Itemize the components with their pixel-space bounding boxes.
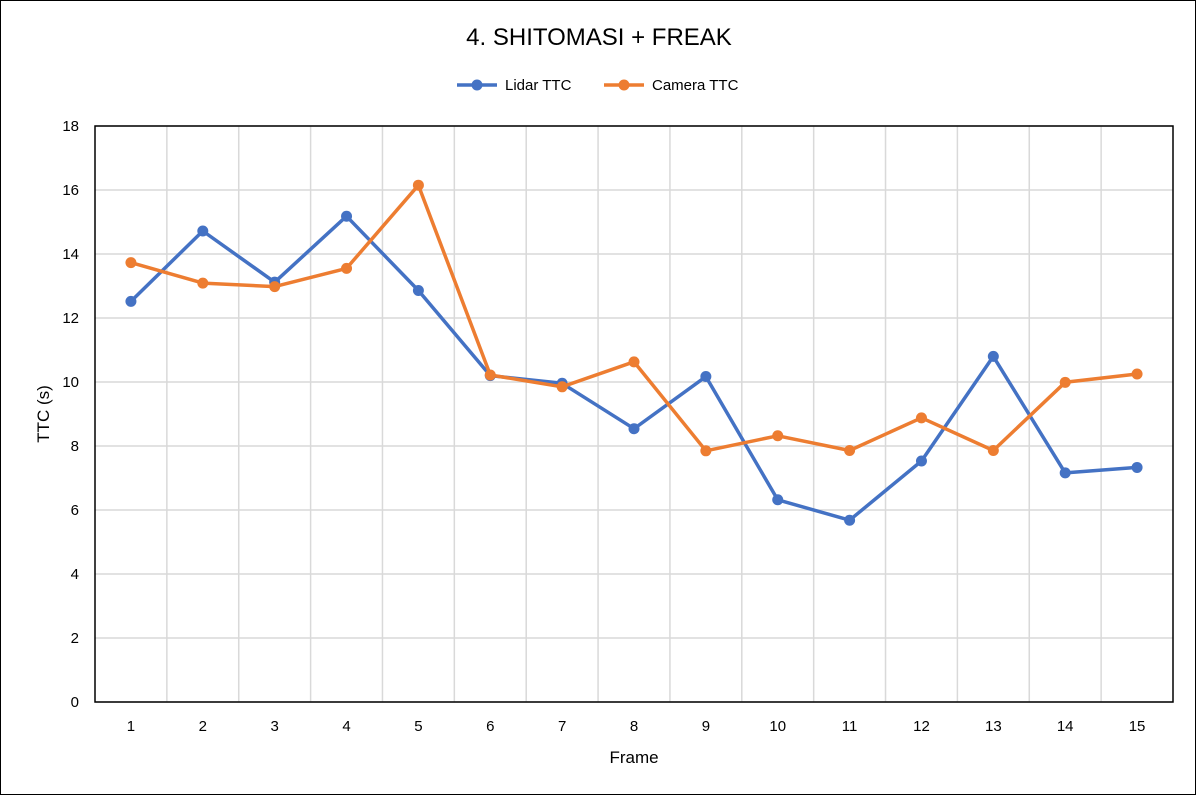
x-tick-label: 14 [1057,718,1074,735]
x-axis-label: Frame [609,748,658,767]
x-tick-label: 11 [842,718,858,735]
x-tick-label: 6 [486,718,494,735]
x-tick-label: 8 [630,718,638,735]
data-point [412,179,424,191]
x-axis-ticks: 1 2 3 4 5 6 7 8 9 10 11 12 13 14 15 [127,718,1146,735]
data-point [772,494,784,506]
data-point [556,381,568,393]
y-tick-label: 0 [71,694,79,711]
data-point [628,356,640,368]
data-point [844,514,856,526]
data-point [915,455,927,467]
data-point [341,262,353,274]
data-point [772,430,784,442]
data-point [700,445,712,457]
data-point [341,210,353,222]
data-point [1059,376,1071,388]
y-tick-label: 4 [71,566,79,583]
legend: Lidar TTC Camera TTC [457,77,739,94]
y-tick-label: 16 [62,182,79,199]
x-tick-label: 2 [199,718,207,735]
data-point [628,423,640,435]
grid [95,125,1173,703]
series-line [129,214,1138,522]
legend-swatch-marker [618,79,630,91]
data-point [1131,368,1143,380]
x-tick-label: 9 [702,718,710,735]
y-tick-label: 12 [62,310,79,327]
x-tick-label: 10 [769,718,786,735]
data-point [125,295,137,307]
legend-label: Lidar TTC [505,77,572,94]
series-1 [125,210,1143,526]
x-tick-label: 4 [342,718,350,735]
data-point [197,225,209,237]
data-point [700,371,712,383]
legend-item: Lidar TTC [457,77,572,94]
x-tick-label: 15 [1129,718,1146,735]
legend-swatch-marker [471,79,483,91]
data-point [915,412,927,424]
legend-item: Camera TTC [604,77,739,94]
x-tick-label: 5 [414,718,422,735]
data-point [844,444,856,456]
y-tick-label: 10 [62,374,79,391]
y-tick-label: 6 [71,502,79,519]
data-point [269,281,281,293]
x-tick-label: 12 [913,718,930,735]
x-tick-label: 7 [558,718,566,735]
data-point [1131,461,1143,473]
data-point [125,257,137,269]
data-point [197,277,209,289]
legend-label: Camera TTC [652,77,739,94]
x-tick-label: 3 [270,718,278,735]
y-tick-label: 2 [71,630,79,647]
data-point [1059,467,1071,479]
y-tick-label: 14 [62,246,79,263]
chart-title: 4. SHITOMASI + FREAK [466,24,732,51]
series-layer [125,179,1143,526]
y-tick-label: 18 [62,118,79,135]
data-point [987,444,999,456]
y-axis-ticks: 0 2 4 6 8 10 12 14 16 18 [62,118,79,711]
y-tick-label: 8 [71,438,79,455]
y-axis-label: TTC (s) [34,385,53,443]
data-point [412,284,424,296]
plot-area-border [94,125,1174,703]
x-tick-label: 13 [985,718,1002,735]
data-point [987,350,999,362]
series-2 [125,179,1143,457]
data-point [484,369,496,381]
x-tick-label: 1 [127,718,135,735]
